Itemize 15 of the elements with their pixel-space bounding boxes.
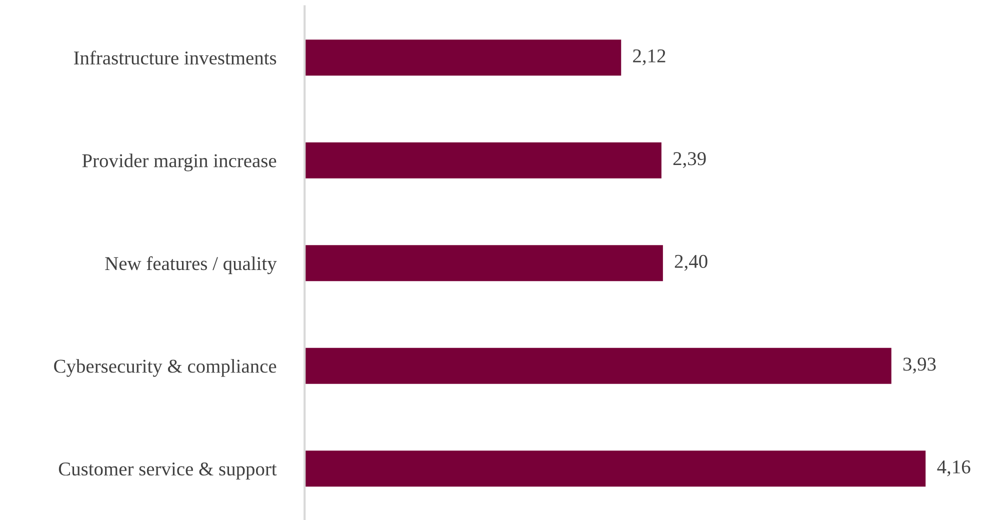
data-label: 4,16 xyxy=(937,460,970,476)
y-tick-label: Provider margin increase xyxy=(82,154,276,172)
bar xyxy=(304,450,926,487)
data-label: 3,93 xyxy=(903,358,936,374)
y-tick-label: Infrastructure investments xyxy=(74,50,276,65)
bar xyxy=(304,40,622,76)
data-label: 2,12 xyxy=(633,49,666,66)
data-label: 2,40 xyxy=(674,254,708,271)
y-tick-label: Customer service & support xyxy=(58,462,277,480)
y-tick-label: New features / quality xyxy=(105,256,277,274)
bar xyxy=(304,348,892,384)
bar xyxy=(304,142,662,178)
y-tick-label: Cybersecurity & compliance xyxy=(54,359,276,377)
bar xyxy=(304,245,663,282)
data-label: 2,39 xyxy=(673,152,706,168)
